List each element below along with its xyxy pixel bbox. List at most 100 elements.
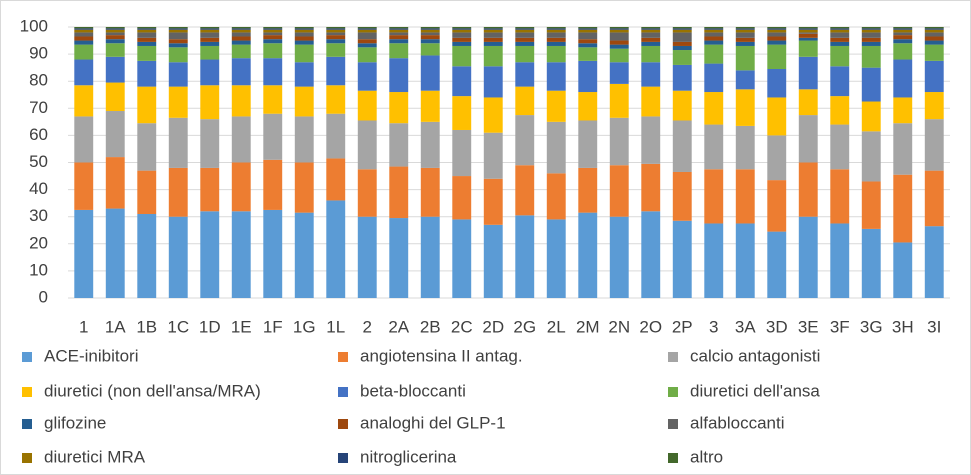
bar-segment: [105, 28, 125, 30]
legend-swatch: [338, 352, 348, 362]
bar-segment: [609, 29, 629, 33]
bar-segment: [830, 66, 850, 97]
bar-segment: [546, 32, 566, 38]
x-tick-label: 1E: [231, 317, 252, 336]
bar-segment: [609, 44, 629, 49]
bar-segment: [200, 37, 220, 42]
bar-segment: [546, 41, 566, 46]
bar-segment: [641, 32, 661, 38]
bar-segment: [294, 27, 314, 29]
y-tick-label: 60: [29, 125, 48, 144]
bar-segment: [200, 211, 220, 298]
bar-segment: [924, 32, 944, 37]
bar-segment: [420, 90, 440, 122]
bar-segment: [767, 36, 787, 41]
bar-segment: [515, 41, 535, 46]
bar-segment: [168, 216, 188, 298]
bar-segment: [231, 58, 251, 86]
bar-segment: [735, 45, 755, 71]
bar-segment: [357, 62, 377, 91]
x-tick-label: 1C: [167, 317, 189, 336]
bar-segment: [294, 86, 314, 117]
bar-segment: [420, 39, 440, 44]
bar-segment: [200, 29, 220, 33]
bar-segment: [452, 28, 472, 30]
bar-segment: [452, 37, 472, 42]
bar-segment: [578, 120, 598, 168]
bar-segment: [924, 36, 944, 41]
bar-segment: [389, 123, 409, 167]
bar-segment: [105, 111, 125, 158]
bar-segment: [483, 66, 503, 98]
bar-segment: [893, 59, 913, 98]
bar-segment: [74, 27, 94, 29]
bar-segment: [168, 39, 188, 44]
bar-segment: [641, 211, 661, 298]
bar-segment: [641, 27, 661, 29]
bar-segment: [641, 29, 661, 33]
y-tick-label: 30: [29, 206, 48, 225]
bar-segment: [389, 218, 409, 298]
bar-segment: [609, 28, 629, 30]
bar-segment: [137, 86, 157, 124]
legend-label: alfabloccanti: [690, 413, 785, 432]
y-tick-label: 20: [29, 233, 48, 252]
bar-segment: [861, 41, 881, 46]
bar-segment: [609, 165, 629, 217]
bar-segment: [420, 216, 440, 298]
bar-segment: [893, 27, 913, 29]
bar-segment: [861, 228, 881, 298]
x-tick-label: 3I: [927, 317, 941, 336]
bar-segment: [105, 56, 125, 83]
bar-segment: [483, 97, 503, 133]
bar-segment: [200, 32, 220, 38]
bar-segment: [515, 28, 535, 30]
bar-segment: [546, 29, 566, 33]
bar-segment: [672, 28, 692, 30]
bar-segment: [231, 28, 251, 30]
x-tick-label: 3F: [830, 317, 850, 336]
bar-segment: [168, 29, 188, 33]
bar-segment: [861, 29, 881, 33]
bar-segment: [168, 86, 188, 118]
bar-segment: [231, 44, 251, 59]
bar-segment: [357, 47, 377, 63]
bar-segment: [263, 39, 283, 44]
bar-segment: [200, 167, 220, 212]
bar-segment: [609, 27, 629, 29]
bar-segment: [452, 66, 472, 97]
x-tick-label: 2G: [513, 317, 536, 336]
bar-segment: [546, 45, 566, 63]
bar-segment: [641, 86, 661, 117]
bar-segment: [672, 50, 692, 65]
bar-segment: [263, 159, 283, 210]
bar-segment: [546, 37, 566, 42]
bar-segment: [924, 119, 944, 171]
legend-label: angiotensina II antag.: [360, 346, 523, 365]
bar-segment: [357, 169, 377, 217]
bar-segment: [389, 43, 409, 59]
x-tick-label: 2M: [576, 317, 600, 336]
bar-segment: [294, 116, 314, 163]
bar-segment: [483, 32, 503, 38]
bar-segment: [798, 27, 818, 29]
bar-segment: [168, 32, 188, 40]
legend-label: diuretici (non dell'ansa/MRA): [44, 381, 261, 400]
y-tick-label: 0: [39, 287, 48, 306]
bar-segment: [294, 212, 314, 298]
bar-segment: [924, 27, 944, 29]
bar-segment: [294, 40, 314, 45]
bar-segment: [704, 29, 724, 33]
legend-swatch: [668, 387, 678, 397]
bar-segment: [735, 27, 755, 29]
bar-segment: [924, 40, 944, 45]
x-tick-label: 3: [709, 317, 718, 336]
bar-segment: [452, 129, 472, 177]
bar-segment: [578, 212, 598, 298]
bar-segment: [326, 29, 346, 33]
bar-segment: [420, 167, 440, 217]
legend-label: diuretici dell'ansa: [690, 381, 820, 400]
bar-segment: [420, 29, 440, 33]
bar-segment: [74, 29, 94, 33]
bar-segment: [767, 40, 787, 45]
